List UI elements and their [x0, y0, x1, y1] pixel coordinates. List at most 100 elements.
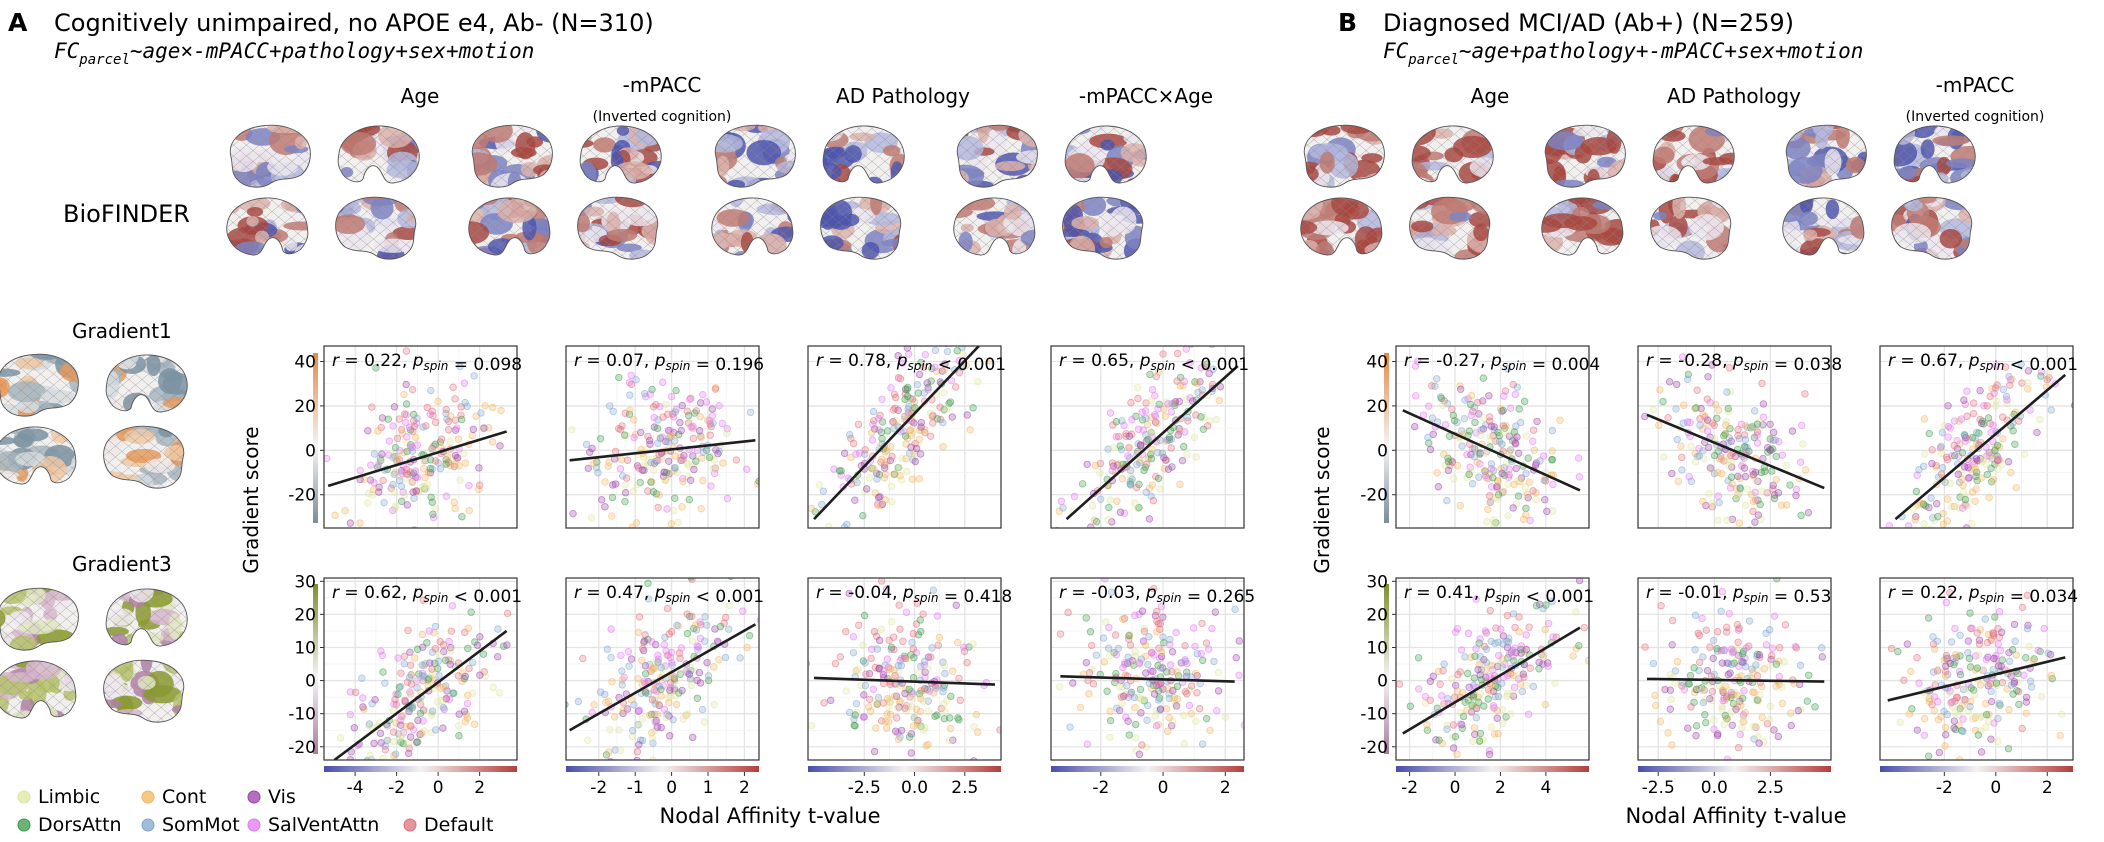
data-point	[971, 758, 978, 765]
data-point	[686, 396, 693, 403]
data-point	[462, 460, 469, 467]
data-point	[401, 411, 408, 418]
data-point	[477, 633, 484, 640]
data-point	[700, 449, 707, 456]
data-point	[892, 405, 899, 412]
data-point	[1545, 620, 1552, 627]
data-point	[332, 512, 339, 519]
y-tick-label: 0	[305, 441, 316, 461]
data-point	[631, 417, 638, 424]
data-point	[1422, 693, 1429, 700]
data-point	[627, 407, 634, 414]
data-point	[1079, 481, 1086, 488]
data-point	[1137, 442, 1144, 449]
data-point	[825, 523, 832, 530]
data-point	[1525, 711, 1532, 718]
data-point	[2026, 643, 2033, 650]
data-point	[412, 434, 419, 441]
data-point	[1115, 645, 1122, 652]
data-point	[585, 737, 592, 744]
data-point	[1951, 452, 1958, 459]
data-point	[649, 736, 656, 743]
data-point	[469, 690, 476, 697]
data-point	[1798, 422, 1805, 429]
data-point	[1771, 727, 1778, 734]
data-point	[1773, 476, 1780, 483]
data-point	[371, 740, 378, 747]
data-point	[1729, 649, 1736, 656]
data-point	[1917, 545, 1924, 552]
data-point	[1123, 682, 1130, 689]
data-point	[442, 657, 449, 664]
data-point	[1996, 700, 2003, 707]
data-point	[459, 513, 466, 520]
data-point	[612, 481, 619, 488]
data-point	[1117, 568, 1124, 575]
data-point	[1925, 615, 1932, 622]
data-point	[884, 428, 891, 435]
data-point	[906, 734, 913, 741]
data-point	[401, 492, 408, 499]
data-point	[1512, 624, 1519, 631]
data-point	[1065, 609, 1072, 616]
data-point	[673, 533, 680, 540]
data-point	[1144, 421, 1151, 428]
data-point	[1939, 429, 1946, 436]
data-point	[1719, 687, 1726, 694]
data-point	[1486, 493, 1493, 500]
data-point	[889, 453, 896, 460]
data-point	[1789, 428, 1796, 435]
data-point	[1199, 657, 1206, 664]
brain-surface	[1532, 122, 1644, 193]
data-point	[877, 493, 884, 500]
data-point	[1105, 517, 1112, 524]
data-point	[1471, 675, 1478, 682]
data-point	[471, 721, 478, 728]
data-point	[1988, 688, 1995, 695]
data-point	[697, 635, 704, 642]
data-point	[653, 401, 660, 408]
data-point	[1505, 474, 1512, 481]
data-point	[1139, 409, 1146, 416]
data-point	[662, 476, 669, 483]
data-point	[2013, 484, 2020, 491]
data-point	[1993, 680, 2000, 687]
data-point	[1101, 659, 1108, 666]
data-point	[909, 639, 916, 646]
data-point	[2016, 701, 2023, 708]
data-point	[1450, 722, 1457, 729]
data-point	[1802, 391, 1809, 398]
data-point	[495, 626, 502, 633]
data-point	[1742, 502, 1749, 509]
data-point	[947, 725, 954, 732]
data-point	[686, 496, 693, 503]
panel-title-a: Cognitively unimpaired, no APOE e4, Ab- …	[54, 9, 654, 37]
data-point	[595, 469, 602, 476]
data-point	[1480, 375, 1487, 382]
data-point	[910, 646, 917, 653]
x-tick-label: -2.5	[848, 778, 881, 798]
data-point	[339, 530, 346, 537]
data-point	[1735, 473, 1742, 480]
data-point	[1413, 393, 1420, 400]
data-point	[405, 750, 412, 757]
data-point	[468, 609, 475, 616]
data-point	[414, 646, 421, 653]
data-point	[1190, 625, 1197, 632]
data-point	[410, 489, 417, 496]
data-point	[1499, 441, 1506, 448]
data-point	[478, 410, 485, 417]
data-point	[716, 656, 723, 663]
data-point	[974, 729, 981, 736]
data-point	[626, 663, 633, 670]
data-point	[367, 462, 374, 469]
data-point	[852, 712, 859, 719]
data-point	[1753, 662, 1760, 669]
data-point	[1700, 699, 1707, 706]
data-point	[878, 429, 885, 436]
data-point	[1999, 657, 2006, 664]
data-point	[1723, 624, 1730, 631]
data-point	[687, 529, 694, 536]
data-point	[639, 645, 646, 652]
data-point	[1501, 393, 1508, 400]
